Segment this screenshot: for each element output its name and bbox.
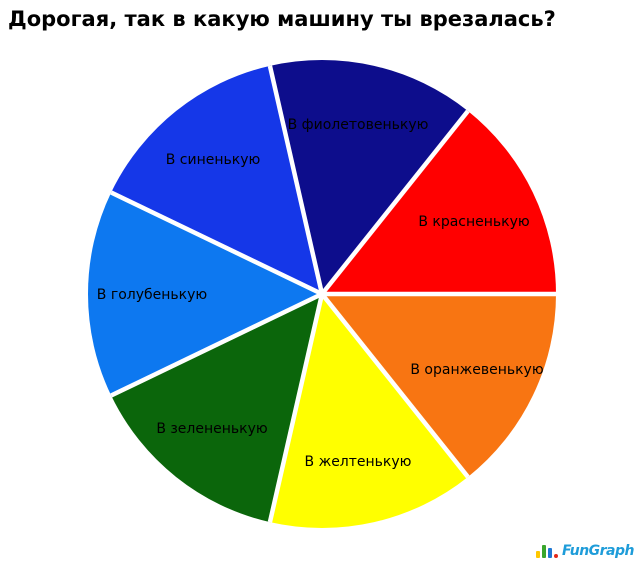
slice-separator xyxy=(267,293,325,523)
slice-separator xyxy=(110,190,323,297)
slice-separator xyxy=(110,291,323,398)
logo-bar-green xyxy=(542,545,546,558)
pie-slice xyxy=(269,60,468,294)
chart-title: Дорогая, так в какую машину ты врезалась… xyxy=(8,7,556,31)
pie-slice xyxy=(322,111,557,294)
slice-separator xyxy=(267,65,325,295)
pie-slice xyxy=(111,65,322,295)
logo-text: FunGraph xyxy=(562,543,635,559)
slice-separator xyxy=(320,292,470,479)
pie-slice xyxy=(269,294,468,528)
fungraph-logo: FunGraph xyxy=(536,543,635,559)
bar-chart-icon xyxy=(536,544,558,558)
pie-slice xyxy=(87,192,323,396)
pie-slice xyxy=(322,294,556,477)
slice-separator xyxy=(320,109,470,296)
logo-bar-blue xyxy=(548,548,552,558)
pie-slice xyxy=(111,294,322,523)
logo-dot-red xyxy=(554,554,558,558)
logo-bar-yellow xyxy=(536,551,540,558)
